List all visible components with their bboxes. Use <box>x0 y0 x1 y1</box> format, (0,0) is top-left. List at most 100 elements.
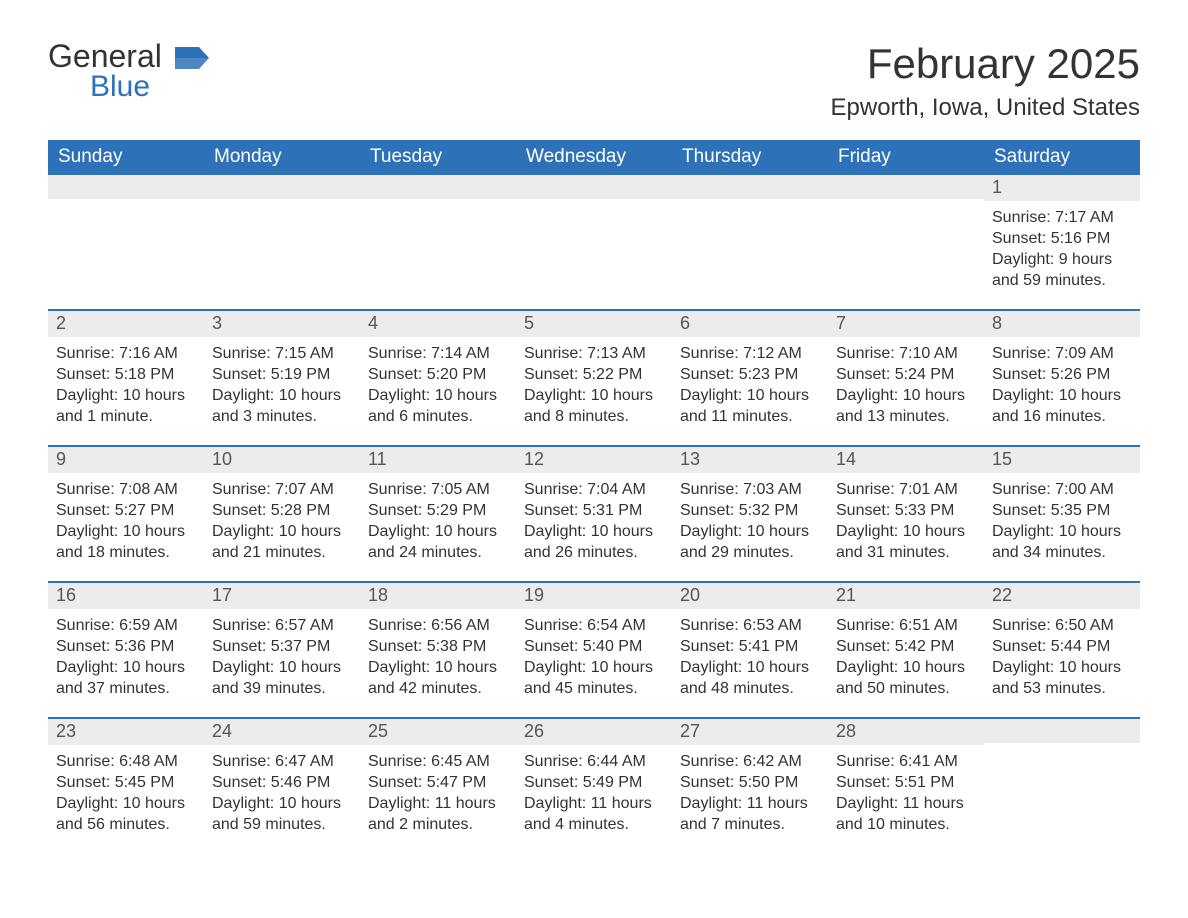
day-number: 19 <box>516 583 672 609</box>
day-content: Sunrise: 7:15 AMSunset: 5:19 PMDaylight:… <box>204 337 360 427</box>
logo-text-blue: Blue <box>90 70 209 104</box>
location: Epworth, Iowa, United States <box>831 94 1141 122</box>
day-number: 10 <box>204 447 360 473</box>
logo-text-general: General <box>48 38 162 74</box>
daylight-text: Daylight: 10 hours and 59 minutes. <box>212 793 352 835</box>
day-content: Sunrise: 6:44 AMSunset: 5:49 PMDaylight:… <box>516 745 672 835</box>
sunrise-text: Sunrise: 6:50 AM <box>992 615 1132 636</box>
daylight-text: Daylight: 9 hours and 59 minutes. <box>992 249 1132 291</box>
day-cell: 27Sunrise: 6:42 AMSunset: 5:50 PMDayligh… <box>672 719 828 853</box>
sunset-text: Sunset: 5:33 PM <box>836 500 976 521</box>
day-number <box>672 175 828 199</box>
daylight-text: Daylight: 11 hours and 7 minutes. <box>680 793 820 835</box>
day-cell: 15Sunrise: 7:00 AMSunset: 5:35 PMDayligh… <box>984 447 1140 581</box>
day-cell: 3Sunrise: 7:15 AMSunset: 5:19 PMDaylight… <box>204 311 360 445</box>
week-row: 1Sunrise: 7:17 AMSunset: 5:16 PMDaylight… <box>48 175 1140 309</box>
weekday-header: Friday <box>828 140 984 175</box>
sunset-text: Sunset: 5:38 PM <box>368 636 508 657</box>
daylight-text: Daylight: 10 hours and 34 minutes. <box>992 521 1132 563</box>
day-cell: 18Sunrise: 6:56 AMSunset: 5:38 PMDayligh… <box>360 583 516 717</box>
sunrise-text: Sunrise: 6:57 AM <box>212 615 352 636</box>
weekday-header: Thursday <box>672 140 828 175</box>
sunset-text: Sunset: 5:44 PM <box>992 636 1132 657</box>
day-cell: 7Sunrise: 7:10 AMSunset: 5:24 PMDaylight… <box>828 311 984 445</box>
sunset-text: Sunset: 5:29 PM <box>368 500 508 521</box>
sunset-text: Sunset: 5:35 PM <box>992 500 1132 521</box>
sunset-text: Sunset: 5:45 PM <box>56 772 196 793</box>
day-content: Sunrise: 7:09 AMSunset: 5:26 PMDaylight:… <box>984 337 1140 427</box>
day-cell <box>516 175 672 309</box>
day-number <box>984 719 1140 743</box>
day-number: 9 <box>48 447 204 473</box>
sunrise-text: Sunrise: 6:51 AM <box>836 615 976 636</box>
day-cell: 24Sunrise: 6:47 AMSunset: 5:46 PMDayligh… <box>204 719 360 853</box>
daylight-text: Daylight: 10 hours and 50 minutes. <box>836 657 976 699</box>
daylight-text: Daylight: 10 hours and 8 minutes. <box>524 385 664 427</box>
sunset-text: Sunset: 5:23 PM <box>680 364 820 385</box>
weeks-container: 1Sunrise: 7:17 AMSunset: 5:16 PMDaylight… <box>48 175 1140 853</box>
weekday-header: Saturday <box>984 140 1140 175</box>
daylight-text: Daylight: 10 hours and 37 minutes. <box>56 657 196 699</box>
day-content: Sunrise: 7:13 AMSunset: 5:22 PMDaylight:… <box>516 337 672 427</box>
sunrise-text: Sunrise: 6:54 AM <box>524 615 664 636</box>
day-number: 11 <box>360 447 516 473</box>
day-number: 13 <box>672 447 828 473</box>
day-content: Sunrise: 7:07 AMSunset: 5:28 PMDaylight:… <box>204 473 360 563</box>
daylight-text: Daylight: 11 hours and 4 minutes. <box>524 793 664 835</box>
day-number <box>204 175 360 199</box>
weekday-header: Sunday <box>48 140 204 175</box>
day-cell <box>48 175 204 309</box>
sunset-text: Sunset: 5:26 PM <box>992 364 1132 385</box>
day-number: 23 <box>48 719 204 745</box>
day-content: Sunrise: 7:01 AMSunset: 5:33 PMDaylight:… <box>828 473 984 563</box>
sunset-text: Sunset: 5:49 PM <box>524 772 664 793</box>
day-number: 20 <box>672 583 828 609</box>
sunset-text: Sunset: 5:40 PM <box>524 636 664 657</box>
day-number: 27 <box>672 719 828 745</box>
sunset-text: Sunset: 5:27 PM <box>56 500 196 521</box>
daylight-text: Daylight: 10 hours and 3 minutes. <box>212 385 352 427</box>
day-cell: 19Sunrise: 6:54 AMSunset: 5:40 PMDayligh… <box>516 583 672 717</box>
day-content: Sunrise: 7:03 AMSunset: 5:32 PMDaylight:… <box>672 473 828 563</box>
day-number: 15 <box>984 447 1140 473</box>
day-content: Sunrise: 7:00 AMSunset: 5:35 PMDaylight:… <box>984 473 1140 563</box>
day-cell <box>828 175 984 309</box>
sunrise-text: Sunrise: 6:45 AM <box>368 751 508 772</box>
daylight-text: Daylight: 10 hours and 48 minutes. <box>680 657 820 699</box>
title-block: February 2025 Epworth, Iowa, United Stat… <box>831 40 1141 122</box>
day-content: Sunrise: 7:17 AMSunset: 5:16 PMDaylight:… <box>984 201 1140 291</box>
sunset-text: Sunset: 5:51 PM <box>836 772 976 793</box>
day-content: Sunrise: 6:41 AMSunset: 5:51 PMDaylight:… <box>828 745 984 835</box>
sunrise-text: Sunrise: 7:07 AM <box>212 479 352 500</box>
day-number: 3 <box>204 311 360 337</box>
day-cell: 13Sunrise: 7:03 AMSunset: 5:32 PMDayligh… <box>672 447 828 581</box>
day-cell: 2Sunrise: 7:16 AMSunset: 5:18 PMDaylight… <box>48 311 204 445</box>
daylight-text: Daylight: 10 hours and 42 minutes. <box>368 657 508 699</box>
day-number: 22 <box>984 583 1140 609</box>
sunset-text: Sunset: 5:28 PM <box>212 500 352 521</box>
week-row: 16Sunrise: 6:59 AMSunset: 5:36 PMDayligh… <box>48 581 1140 717</box>
day-number: 25 <box>360 719 516 745</box>
day-content: Sunrise: 6:54 AMSunset: 5:40 PMDaylight:… <box>516 609 672 699</box>
sunrise-text: Sunrise: 7:09 AM <box>992 343 1132 364</box>
sunset-text: Sunset: 5:37 PM <box>212 636 352 657</box>
sunrise-text: Sunrise: 6:48 AM <box>56 751 196 772</box>
sunrise-text: Sunrise: 6:53 AM <box>680 615 820 636</box>
day-cell: 21Sunrise: 6:51 AMSunset: 5:42 PMDayligh… <box>828 583 984 717</box>
daylight-text: Daylight: 10 hours and 18 minutes. <box>56 521 196 563</box>
day-content: Sunrise: 6:42 AMSunset: 5:50 PMDaylight:… <box>672 745 828 835</box>
day-cell: 6Sunrise: 7:12 AMSunset: 5:23 PMDaylight… <box>672 311 828 445</box>
day-number: 18 <box>360 583 516 609</box>
day-content: Sunrise: 6:56 AMSunset: 5:38 PMDaylight:… <box>360 609 516 699</box>
day-content: Sunrise: 6:48 AMSunset: 5:45 PMDaylight:… <box>48 745 204 835</box>
sunrise-text: Sunrise: 7:10 AM <box>836 343 976 364</box>
day-cell: 12Sunrise: 7:04 AMSunset: 5:31 PMDayligh… <box>516 447 672 581</box>
day-content: Sunrise: 7:05 AMSunset: 5:29 PMDaylight:… <box>360 473 516 563</box>
day-content: Sunrise: 7:08 AMSunset: 5:27 PMDaylight:… <box>48 473 204 563</box>
sunrise-text: Sunrise: 6:47 AM <box>212 751 352 772</box>
sunrise-text: Sunrise: 7:03 AM <box>680 479 820 500</box>
sunrise-text: Sunrise: 7:12 AM <box>680 343 820 364</box>
day-cell: 5Sunrise: 7:13 AMSunset: 5:22 PMDaylight… <box>516 311 672 445</box>
day-number <box>360 175 516 199</box>
day-content: Sunrise: 7:04 AMSunset: 5:31 PMDaylight:… <box>516 473 672 563</box>
